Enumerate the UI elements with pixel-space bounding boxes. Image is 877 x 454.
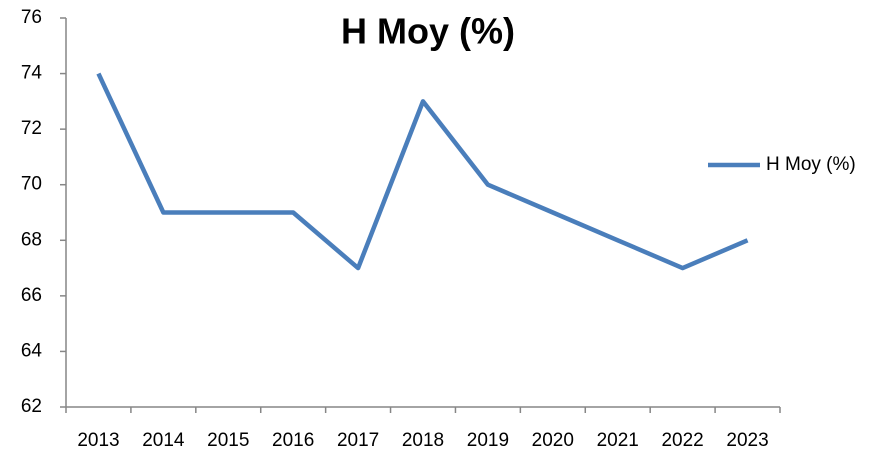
x-tick-label: 2015 <box>207 430 249 451</box>
chart-title: H Moy (%) <box>341 11 515 52</box>
y-tick-label: 70 <box>21 174 42 195</box>
y-tick-label: 64 <box>21 340 43 361</box>
x-tick-label: 2014 <box>142 430 185 451</box>
x-tick-label: 2016 <box>272 430 314 451</box>
x-tick-label: 2013 <box>77 430 119 451</box>
y-tick-label: 76 <box>21 7 42 28</box>
y-tick-label: 66 <box>21 285 42 306</box>
x-tick-label: 2018 <box>402 430 444 451</box>
y-tick-label: 68 <box>21 229 42 250</box>
legend-label: H Moy (%) <box>766 154 856 175</box>
x-tick-label: 2021 <box>597 430 639 451</box>
line <box>96 72 749 271</box>
x-tick-label: 2022 <box>661 430 703 451</box>
y-tick-label: 72 <box>21 118 42 139</box>
x-tick-label: 2019 <box>467 430 509 451</box>
y-tick-label: 74 <box>21 63 43 84</box>
x-tick-label: 2020 <box>532 430 574 451</box>
x-tick-label: 2017 <box>337 430 379 451</box>
y-tick-label: 62 <box>21 396 42 417</box>
x-tick-label: 2023 <box>726 430 768 451</box>
